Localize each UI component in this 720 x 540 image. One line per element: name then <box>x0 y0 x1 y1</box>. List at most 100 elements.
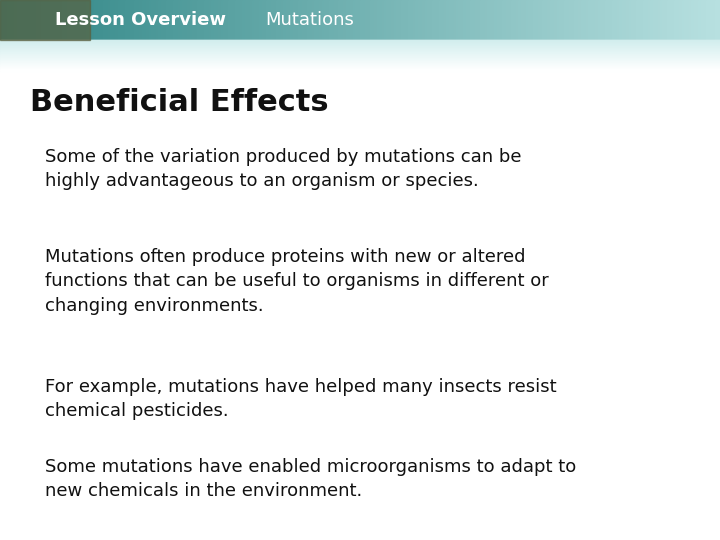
Bar <box>0 55 720 56</box>
Bar <box>132 0 135 40</box>
Bar <box>540 0 544 40</box>
Bar <box>639 0 642 40</box>
Bar <box>281 0 284 40</box>
Bar <box>379 0 382 40</box>
Bar <box>0 65 720 67</box>
Bar <box>0 40 720 42</box>
Bar <box>590 0 594 40</box>
Bar <box>108 0 112 40</box>
Bar <box>341 0 344 40</box>
Bar <box>48 0 51 40</box>
Text: Some mutations have enabled microorganisms to adapt to
new chemicals in the envi: Some mutations have enabled microorganis… <box>45 458 576 500</box>
Bar <box>571 0 575 40</box>
Bar <box>276 0 279 40</box>
Bar <box>610 0 613 40</box>
Bar <box>0 52 720 54</box>
Bar <box>0 58 720 60</box>
Bar <box>581 0 584 40</box>
Bar <box>420 0 423 40</box>
Bar <box>446 0 450 40</box>
Bar <box>0 60 720 62</box>
Bar <box>310 0 313 40</box>
Bar <box>0 46 720 48</box>
Bar <box>264 0 267 40</box>
Bar <box>434 0 438 40</box>
Bar <box>0 45 720 46</box>
Bar <box>139 0 143 40</box>
Bar <box>0 56 720 57</box>
Bar <box>531 0 534 40</box>
Bar <box>670 0 673 40</box>
Bar <box>113 0 116 40</box>
Bar <box>0 54 720 56</box>
Text: Some of the variation produced by mutations can be
highly advantageous to an org: Some of the variation produced by mutati… <box>45 148 521 190</box>
Bar <box>60 0 63 40</box>
Bar <box>106 0 109 40</box>
Bar <box>603 0 606 40</box>
Bar <box>650 0 654 40</box>
Bar <box>449 0 452 40</box>
Bar <box>0 65 720 66</box>
Bar <box>665 0 668 40</box>
Bar <box>466 0 469 40</box>
Bar <box>2 0 6 40</box>
Bar <box>696 0 699 40</box>
Bar <box>585 0 589 40</box>
Bar <box>247 0 251 40</box>
Bar <box>34 0 37 40</box>
Bar <box>677 0 680 40</box>
Bar <box>0 62 720 64</box>
Bar <box>583 0 587 40</box>
Bar <box>329 0 332 40</box>
Bar <box>27 0 30 40</box>
Bar <box>423 0 426 40</box>
Bar <box>127 0 130 40</box>
Bar <box>470 0 474 40</box>
Bar <box>142 0 145 40</box>
Bar <box>643 0 647 40</box>
Bar <box>708 0 711 40</box>
Bar <box>302 0 306 40</box>
Bar <box>221 0 224 40</box>
Bar <box>691 0 695 40</box>
Bar <box>693 0 697 40</box>
Bar <box>0 45 720 47</box>
Bar <box>0 59 720 60</box>
Bar <box>365 0 368 40</box>
Bar <box>0 51 720 52</box>
Bar <box>178 0 181 40</box>
Bar <box>271 0 274 40</box>
Bar <box>0 47 720 49</box>
Bar <box>12 0 15 40</box>
Bar <box>432 0 436 40</box>
Bar <box>0 42 720 43</box>
Bar <box>89 0 92 40</box>
Bar <box>24 0 27 40</box>
Bar <box>511 0 515 40</box>
Bar <box>135 0 138 40</box>
Bar <box>660 0 663 40</box>
Bar <box>559 0 562 40</box>
Bar <box>0 63 720 64</box>
Bar <box>209 0 212 40</box>
Bar <box>295 0 299 40</box>
Bar <box>166 0 169 40</box>
Bar <box>598 0 601 40</box>
Bar <box>0 62 720 63</box>
Bar <box>331 0 335 40</box>
Bar <box>463 0 467 40</box>
Bar <box>171 0 174 40</box>
Bar <box>482 0 486 40</box>
Bar <box>305 0 308 40</box>
Bar <box>19 0 22 40</box>
Text: Lesson Overview: Lesson Overview <box>55 11 226 29</box>
Bar <box>94 0 97 40</box>
Bar <box>502 0 505 40</box>
Bar <box>0 44 720 45</box>
Bar <box>439 0 443 40</box>
Bar <box>398 0 402 40</box>
Bar <box>0 66 720 68</box>
Bar <box>86 0 90 40</box>
Bar <box>516 0 519 40</box>
Bar <box>547 0 551 40</box>
